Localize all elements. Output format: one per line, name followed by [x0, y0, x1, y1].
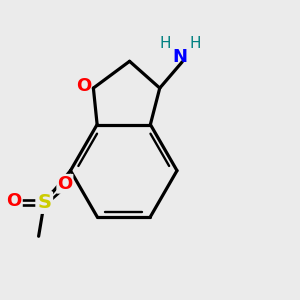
Text: N: N — [173, 48, 188, 66]
Text: O: O — [76, 77, 92, 95]
Text: O: O — [7, 192, 22, 210]
Text: S: S — [37, 193, 51, 212]
Text: H: H — [190, 36, 201, 51]
Text: O: O — [57, 175, 73, 193]
Text: H: H — [160, 36, 171, 51]
